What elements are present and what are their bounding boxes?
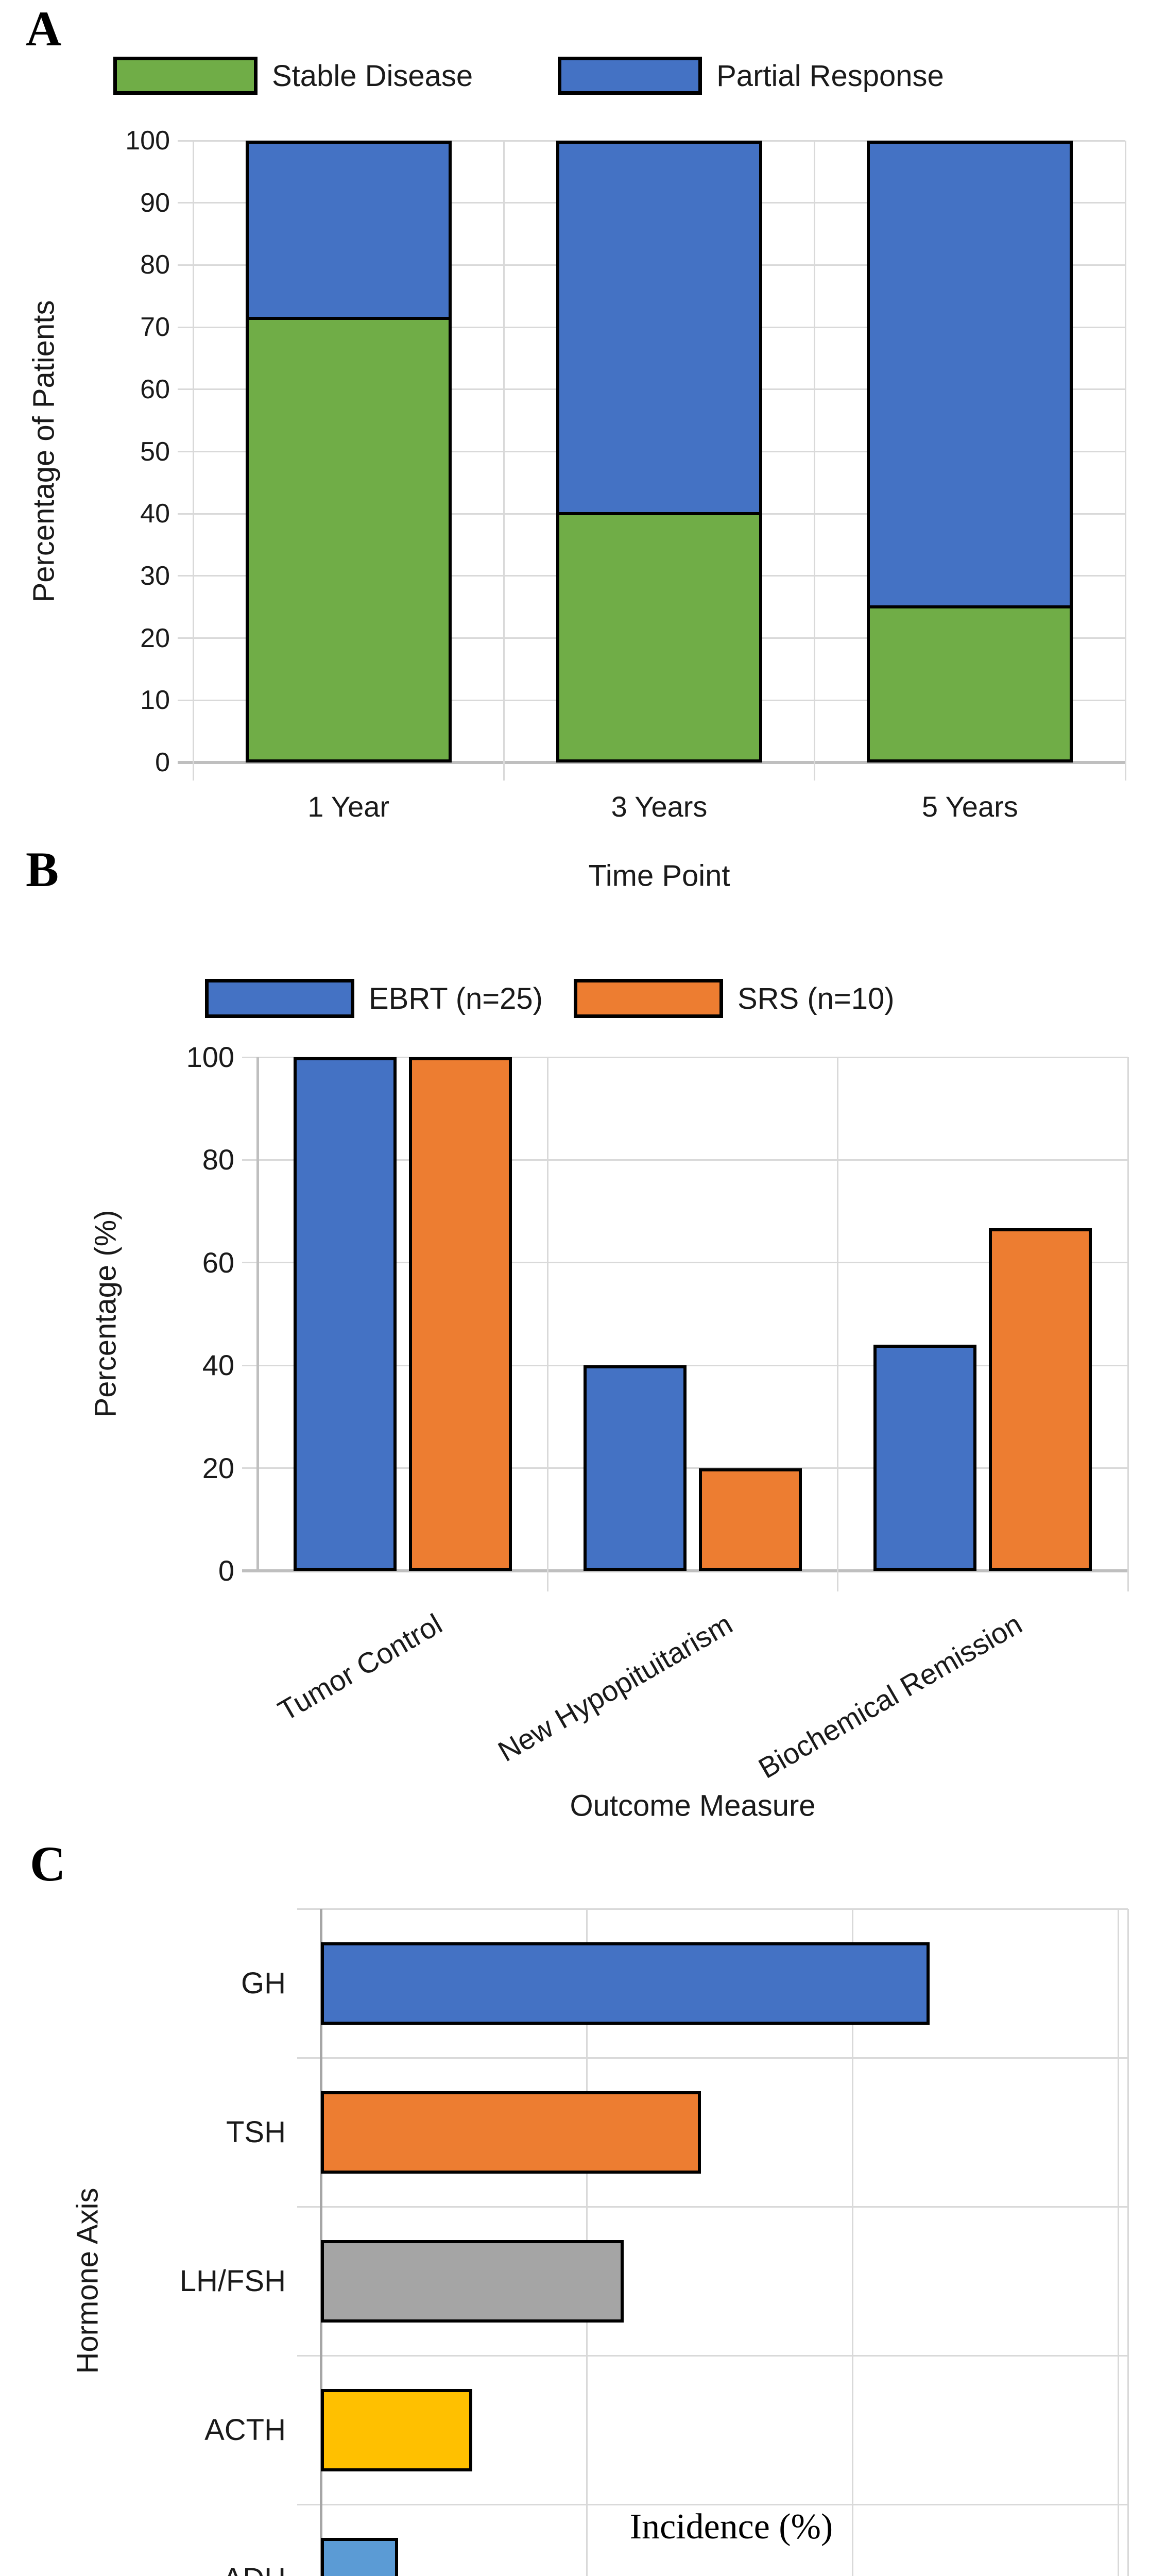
y-tick-label: GH — [241, 1966, 286, 2000]
y-tick-label: 100 — [186, 1041, 234, 1073]
bar-adh — [321, 2537, 398, 2576]
plot-right-border — [1127, 1057, 1129, 1591]
y-axis-spine — [256, 1057, 259, 1571]
bar-srs — [408, 1057, 512, 1571]
bar-segment-stable-disease — [867, 607, 1073, 762]
plot-right-border — [1124, 141, 1126, 781]
y-tick-label: LH/FSH — [179, 2264, 286, 2298]
panel-c-x-axis-title: Incidence (%) — [629, 2507, 833, 2547]
bar-tsh — [321, 2091, 701, 2174]
y-tick-label: 70 — [140, 312, 170, 343]
plot-top-border — [297, 1908, 1128, 1910]
y-tick-label: 50 — [140, 436, 170, 467]
legend-item-label: Stable Disease — [272, 59, 473, 93]
bar-segment-partial-response — [867, 141, 1073, 607]
panel-a-plot: 0 10 20 30 40 50 60 70 80 90 100 1 Year 3 Years 5 Yea… — [125, 127, 1126, 821]
y-tick-label: 60 — [202, 1246, 234, 1279]
x-tick-label: 5 Years — [921, 790, 1018, 823]
plot-left-border — [192, 141, 194, 781]
y-tick-label: ACTH — [204, 2413, 286, 2447]
gridline — [242, 1159, 1128, 1161]
bar-lhfsh — [321, 2240, 624, 2323]
y-tick-label: 10 — [140, 685, 170, 716]
category-separator — [814, 141, 816, 781]
panel-a-x-axis-title: Time Point — [588, 859, 730, 893]
x-tick-label: Biochemical Remission — [753, 1607, 1028, 1785]
legend-swatch — [113, 57, 258, 95]
legend-item-label: Partial Response — [716, 59, 944, 93]
y-tick-label: 60 — [140, 374, 170, 404]
panel-b-legend: EBRT (n=25) SRS (n=10) — [205, 979, 895, 1018]
bar-segment-stable-disease — [556, 514, 762, 762]
y-tick-label: 40 — [140, 499, 170, 529]
bar-ebrt — [873, 1345, 977, 1571]
y-tick-label: 20 — [202, 1451, 234, 1484]
legend-item-label: EBRT (n=25) — [369, 981, 543, 1015]
gridline — [242, 1262, 1128, 1264]
stacked-bar-outline — [867, 141, 1073, 762]
panel-b-plot: 0 20 40 60 80 100 Tumor Control New Hypopituita… — [186, 1043, 1129, 1785]
panel-c-y-axis-title: Hormone Axis — [71, 2188, 105, 2374]
bar-gh — [321, 1942, 930, 2025]
stacked-bar-outline — [556, 141, 762, 762]
category-separator — [837, 1057, 839, 1591]
y-tick-label: 80 — [202, 1143, 234, 1176]
plot-right-border — [1127, 1909, 1129, 2576]
y-tick-label: 100 — [125, 126, 170, 156]
y-tick-label: TSH — [226, 2115, 286, 2149]
row-separator — [297, 2057, 1128, 2059]
panel-b-letter: B — [26, 842, 59, 897]
panel-c-letter: C — [30, 1836, 66, 1891]
y-tick-label: 90 — [140, 188, 170, 218]
panel-b-y-axis-title: Percentage (%) — [89, 1210, 123, 1418]
panel-b-x-axis-title: Outcome Measure — [570, 1789, 816, 1823]
row-separator — [297, 2503, 1128, 2505]
bar-srs — [989, 1228, 1092, 1571]
y-tick-label: 30 — [140, 561, 170, 591]
bar-segment-partial-response — [245, 141, 452, 319]
y-tick-label: 0 — [155, 748, 170, 777]
panel-a-y-axis-title: Percentage of Patients — [27, 300, 61, 603]
legend-swatch — [205, 979, 354, 1018]
y-tick-label: 80 — [140, 250, 170, 280]
category-separator — [546, 1057, 548, 1591]
y-tick-label: 0 — [218, 1554, 234, 1587]
panel-a-letter: A — [26, 1, 62, 56]
x-tick-label: 3 Years — [611, 790, 708, 823]
bar-segment-divider — [245, 317, 452, 320]
bar-segment-stable-disease — [245, 318, 452, 762]
bar-segment-divider — [556, 512, 762, 516]
bar-srs — [699, 1468, 802, 1571]
legend-item: Partial Response — [558, 57, 944, 95]
gridline — [178, 761, 1125, 764]
bar-ebrt — [584, 1365, 687, 1571]
gridline — [242, 1569, 1128, 1572]
bar-segment-partial-response — [556, 141, 762, 514]
legend-swatch — [573, 979, 723, 1018]
gridline — [242, 1056, 1128, 1058]
row-separator — [297, 2354, 1128, 2357]
x-tick-label: 1 Year — [307, 790, 390, 823]
bar-ebrt — [293, 1057, 397, 1571]
y-tick-label: ADH — [131, 2564, 286, 2576]
legend-item: EBRT (n=25) — [205, 979, 543, 1018]
bar-segment-divider — [867, 605, 1073, 609]
bar-acth — [321, 2388, 473, 2471]
y-tick-label: 20 — [140, 623, 170, 653]
category-separator — [503, 141, 505, 781]
panel-a-legend: Stable Disease Partial Response — [113, 57, 944, 95]
x-tick-label: Tumor Control — [272, 1607, 448, 1727]
legend-swatch — [558, 57, 702, 95]
legend-item: SRS (n=10) — [573, 979, 895, 1018]
y-tick-label: 40 — [202, 1349, 234, 1382]
stacked-bar-outline — [245, 141, 452, 762]
row-separator — [297, 2206, 1128, 2208]
x-tick-label: New Hypopituitarism — [492, 1607, 738, 1768]
gridline — [851, 1909, 853, 2576]
legend-item: Stable Disease — [113, 57, 473, 95]
legend-item-label: SRS (n=10) — [737, 981, 895, 1015]
gridline — [1117, 1909, 1119, 2576]
